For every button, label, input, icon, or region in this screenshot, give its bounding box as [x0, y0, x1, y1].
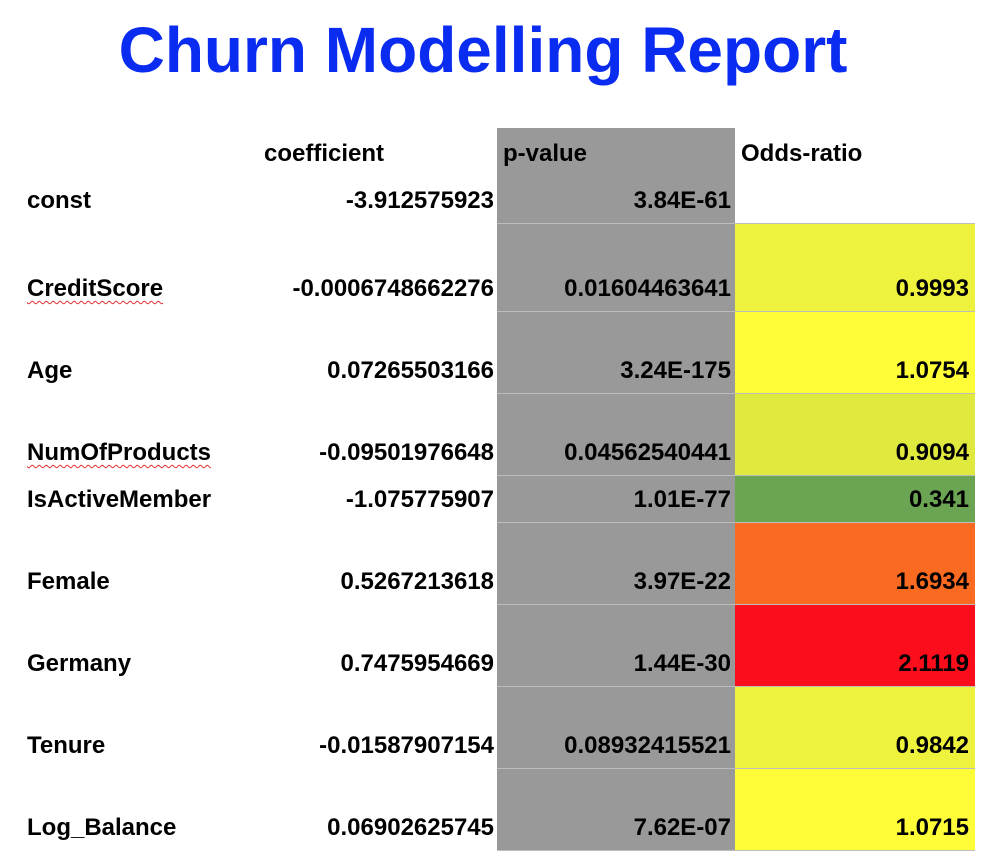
row-divider: [497, 311, 975, 312]
p-value-cell: 0.01604463641: [497, 224, 735, 312]
row-divider: [497, 604, 975, 605]
table-row: CreditScore -0.0006748662276 0.01604463641…: [0, 224, 1006, 312]
row-divider: [497, 522, 975, 523]
coefficient-cell: -0.01587907154: [319, 732, 494, 759]
table-row: Female 0.5267213618 3.97E-22 1.6934: [0, 523, 1006, 605]
p-value-cell: 1.01E-77: [497, 476, 735, 523]
p-value-cell: 7.62E-07: [497, 769, 735, 851]
coefficient-cell: 0.7475954669: [340, 650, 495, 677]
row-divider: [497, 686, 975, 687]
row-label: Age: [27, 357, 73, 384]
p-value-cell: 0.04562540441: [497, 394, 735, 476]
row-divider: [497, 393, 975, 394]
coefficient-cell: 0.07265503166: [327, 357, 494, 384]
header-odds-ratio: Odds-ratio: [741, 140, 863, 167]
coefficient-cell: 0.06902625745: [327, 814, 494, 841]
row-label: CreditScore: [27, 275, 164, 302]
report-title: Churn Modelling Report: [118, 14, 848, 86]
header-coefficient: coefficient: [264, 140, 385, 167]
row-label: NumOfProducts: [27, 439, 212, 466]
p-value-cell: 3.84E-61: [497, 180, 735, 224]
table-row: Germany 0.7475954669 1.44E-30 2.1119: [0, 605, 1006, 687]
table-row: NumOfProducts -0.09501976648 0.04562540441…: [0, 394, 1006, 476]
coefficient-cell: -3.912575923: [345, 187, 494, 214]
coefficient-cell: -1.075775907: [345, 486, 494, 513]
table-row: const -3.912575923 3.84E-61: [0, 180, 1006, 224]
coefficient-cell: -0.09501976648: [319, 439, 494, 466]
coefficient-cell: -0.0006748662276: [292, 275, 494, 302]
row-label: IsActiveMember: [27, 486, 212, 513]
coefficient-table: const -3.912575923 3.84E-61 CreditScore -0.0…: [0, 180, 1006, 851]
odds-ratio-cell: 2.1119: [735, 605, 975, 687]
odds-ratio-cell: 0.9993: [735, 224, 975, 312]
odds-ratio-cell: [735, 180, 975, 224]
table-row: Log_Balance 0.06902625745 7.62E-07 1.0715: [0, 769, 1006, 851]
row-label: Germany: [27, 650, 132, 677]
row-divider: [497, 768, 975, 769]
odds-ratio-cell: 1.0754: [735, 312, 975, 394]
row-label: const: [27, 187, 92, 214]
row-label: Log_Balance: [27, 814, 177, 841]
row-label: Tenure: [27, 732, 106, 759]
row-divider: [497, 475, 975, 476]
p-value-cell: 3.24E-175: [497, 312, 735, 394]
odds-ratio-cell: 0.9842: [735, 687, 975, 769]
header-p-value: p-value: [497, 128, 735, 180]
table-row: Tenure -0.01587907154 0.08932415521 0.9842: [0, 687, 1006, 769]
odds-ratio-cell: 1.6934: [735, 523, 975, 605]
odds-ratio-cell: 1.0715: [735, 769, 975, 851]
coefficient-cell: 0.5267213618: [340, 568, 495, 595]
p-value-cell: 1.44E-30: [497, 605, 735, 687]
row-divider: [497, 223, 975, 224]
table-row: IsActiveMember -1.075775907 1.01E-77 0.341: [0, 476, 1006, 523]
odds-ratio-cell: 0.9094: [735, 394, 975, 476]
p-value-cell: 0.08932415521: [497, 687, 735, 769]
odds-ratio-cell: 0.341: [735, 476, 975, 523]
p-value-cell: 3.97E-22: [497, 523, 735, 605]
row-divider: [497, 850, 975, 851]
row-label: Female: [27, 568, 110, 595]
table-row: Age 0.07265503166 3.24E-175 1.0754: [0, 312, 1006, 394]
